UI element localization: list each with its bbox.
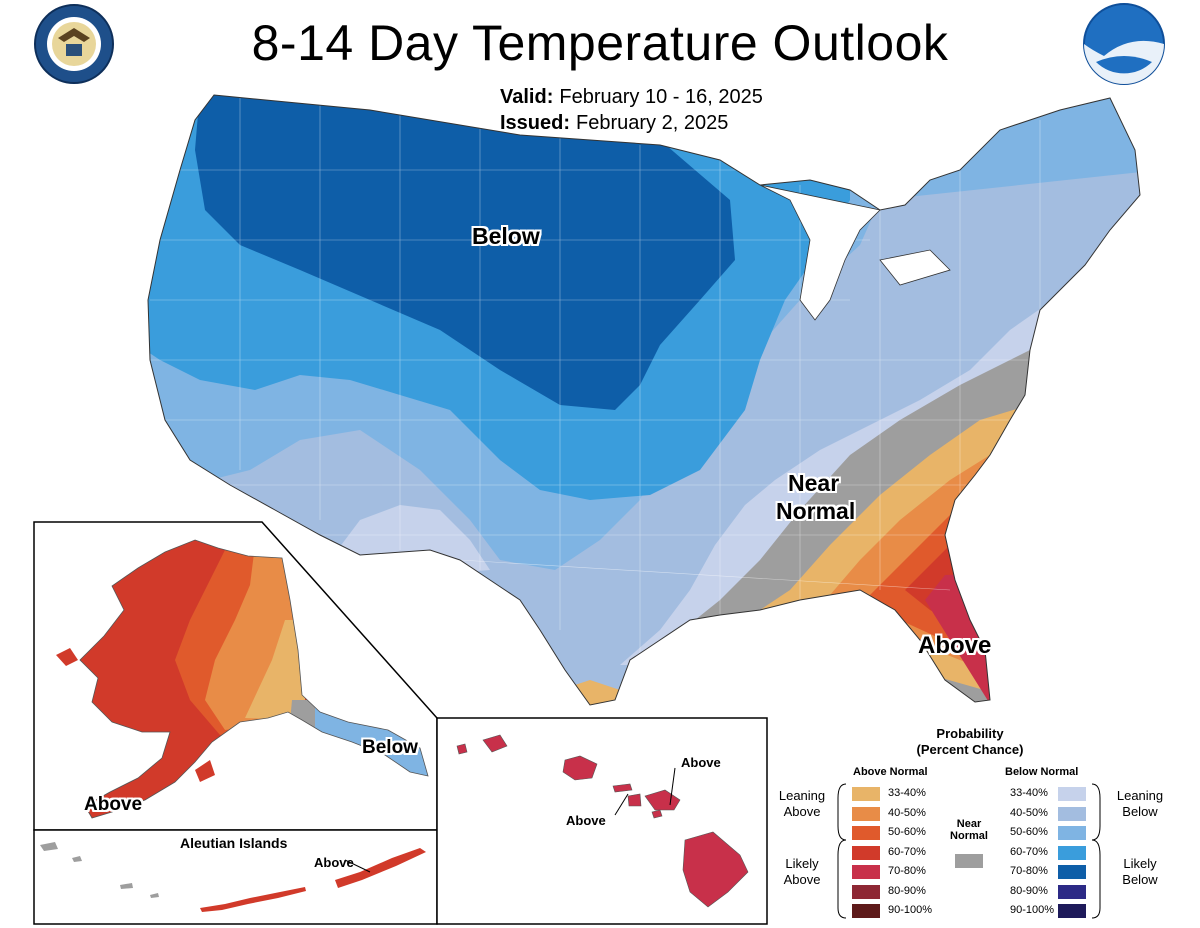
legend-swatch-above-2 (852, 826, 880, 840)
issued-label: Issued: (500, 112, 571, 134)
label-aleutian-above: Above (314, 855, 354, 870)
legend-leaning-above: Leaning Above (772, 788, 832, 820)
legend-leaning-above-1: Leaning (778, 788, 826, 803)
legend-swatch-below-3 (1058, 846, 1086, 860)
legend-swatch-below-2 (1058, 826, 1086, 840)
label-below: Below (472, 223, 540, 249)
label-near-normal-2: Normal (776, 498, 856, 524)
legend-range-below-1: 40-50% (1010, 807, 1048, 819)
legend-leaning-below-1: Leaning (1116, 788, 1164, 803)
legend-range-above-5: 80-90% (888, 885, 926, 897)
legend-swatch-above-6 (852, 904, 880, 918)
legend-range-above-4: 70-80% (888, 865, 926, 877)
legend-above-header: Above Normal (853, 766, 928, 778)
legend-title: Probability (Percent Chance) (880, 726, 1060, 758)
legend-swatch-above-1 (852, 807, 880, 821)
legend-range-above-3: 60-70% (888, 846, 926, 858)
legend-range-below-0: 33-40% (1010, 787, 1048, 799)
page-title: 8-14 Day Temperature Outlook (251, 15, 949, 71)
legend-swatch-above-0 (852, 787, 880, 801)
legend-swatch-below-6 (1058, 904, 1086, 918)
legend-range-below-3: 60-70% (1010, 846, 1048, 858)
legend-range-above-6: 90-100% (888, 904, 933, 916)
legend-range-below-2: 50-60% (1010, 826, 1048, 838)
legend-leaning-above-2: Above (783, 804, 821, 819)
legend-likely-above-2: Above (783, 872, 821, 887)
issued-value: February 2, 2025 (576, 112, 729, 134)
legend-swatch-below-0 (1058, 787, 1086, 801)
legend-likely-below: Likely Below (1108, 856, 1172, 888)
legend-leaning-below-2: Below (1122, 804, 1158, 819)
legend-swatch-above-4 (852, 865, 880, 879)
aleutian-inset-frame (33, 829, 438, 925)
legend-near-header-1: Near (956, 818, 982, 830)
legend-range-above-0: 33-40% (888, 787, 926, 799)
legend-title-1: Probability (936, 726, 1004, 741)
legend-swatch-below-5 (1058, 885, 1086, 899)
legend-below-header: Below Normal (1005, 766, 1079, 778)
legend-near-header-2: Normal (950, 830, 988, 842)
doc-seal-icon (34, 4, 114, 84)
label-hawaii-above-2: Above (566, 813, 606, 828)
legend-likely-below-2: Below (1122, 872, 1158, 887)
legend-range-below-4: 70-80% (1010, 865, 1048, 877)
legend-range-above-2: 50-60% (888, 826, 926, 838)
legend-swatch-above-5 (852, 885, 880, 899)
legend-likely-above-1: Likely (785, 856, 819, 871)
legend-likely-below-1: Likely (1123, 856, 1157, 871)
valid-label: Valid: (500, 86, 554, 108)
label-near-normal-1: Near (788, 470, 840, 496)
legend-near-header: Near Normal (944, 818, 994, 842)
date-block: Valid: February 10 - 16, 2025 Issued: Febr… (500, 84, 763, 136)
legend-likely-above: Likely Above (772, 856, 832, 888)
valid-value: February 10 - 16, 2025 (559, 86, 763, 108)
near-normal-swatch (955, 854, 983, 868)
label-alaska-above: Above (84, 794, 143, 815)
label-above: Above (918, 632, 992, 659)
legend-range-below-5: 80-90% (1010, 885, 1048, 897)
noaa-logo-icon (1083, 3, 1165, 85)
legend-swatch-below-1 (1058, 807, 1086, 821)
legend-leaning-below: Leaning Below (1108, 788, 1172, 820)
label-hawaii-above-1: Above (681, 755, 721, 770)
aleutian-title: Aleutian Islands (180, 835, 288, 851)
legend-swatch-below-4 (1058, 865, 1086, 879)
legend-swatch-above-3 (852, 846, 880, 860)
great-lakes (759, 184, 881, 321)
legend-title-2: (Percent Chance) (916, 742, 1024, 757)
label-alaska-below: Below (362, 737, 418, 758)
legend-range-below-6: 90-100% (1010, 904, 1055, 916)
legend-range-above-1: 40-50% (888, 807, 926, 819)
